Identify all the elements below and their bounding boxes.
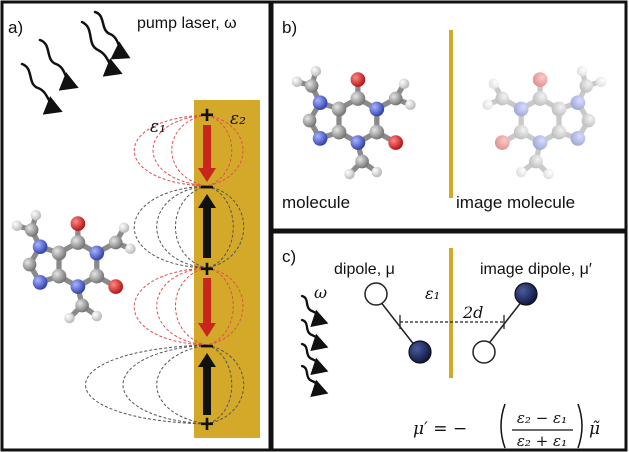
charge-1: + — [200, 102, 214, 129]
molecule-b — [292, 66, 416, 179]
panel-a-tag: a) — [8, 18, 23, 37]
image-molecule-label: image molecule — [456, 193, 575, 212]
equation-denominator: ε₂ + ε₁ — [517, 432, 567, 450]
surface-line-c — [449, 248, 453, 378]
distance-marker — [399, 315, 505, 329]
surface-line-b — [449, 30, 453, 198]
laser-waves-c-icon — [300, 294, 329, 398]
panel-a-frame — [0, 0, 272, 452]
charge-5: + — [200, 411, 214, 438]
image-dipole — [472, 282, 538, 364]
molecule-label: molecule — [282, 193, 350, 212]
field-lines-gray — [85, 185, 245, 425]
charge-2: − — [200, 174, 214, 201]
charge-3: + — [200, 256, 214, 283]
epsilon-1-label-c: ε₁ — [425, 284, 440, 303]
equation-numerator: ε₂ − ε₁ — [517, 409, 567, 427]
dipole-label: dipole, μ — [334, 261, 395, 278]
epsilon-2-label-a: ε₂ — [230, 109, 246, 129]
panel-c-frame — [270, 230, 628, 452]
surface-dipole-arrows — [198, 125, 216, 415]
panel-b-frame — [270, 0, 628, 232]
dipole — [364, 282, 432, 364]
distance-label: 2d — [462, 303, 483, 322]
image-dipole-equation: μ′ = − ε₂ − ε₁ ε₂ + ε₁ μ̃ — [413, 403, 600, 450]
panel-b-tag: b) — [282, 18, 297, 37]
pump-laser-waves-icon — [20, 10, 131, 115]
equation-rhs: μ̃ — [589, 419, 600, 439]
field-lines-red — [134, 114, 244, 346]
image-dipole-label: image dipole, μ′ — [480, 261, 592, 278]
charge-4: − — [200, 333, 214, 360]
equation-lhs: μ′ = − — [413, 419, 467, 439]
panel-c-tag: c) — [282, 247, 296, 266]
pump-laser-label: pump laser, ω — [137, 15, 237, 32]
omega-label: ω — [314, 283, 327, 302]
epsilon-1-label-a: ε₁ — [150, 117, 166, 137]
molecule-a — [12, 210, 136, 323]
image-molecule-b — [482, 66, 606, 179]
